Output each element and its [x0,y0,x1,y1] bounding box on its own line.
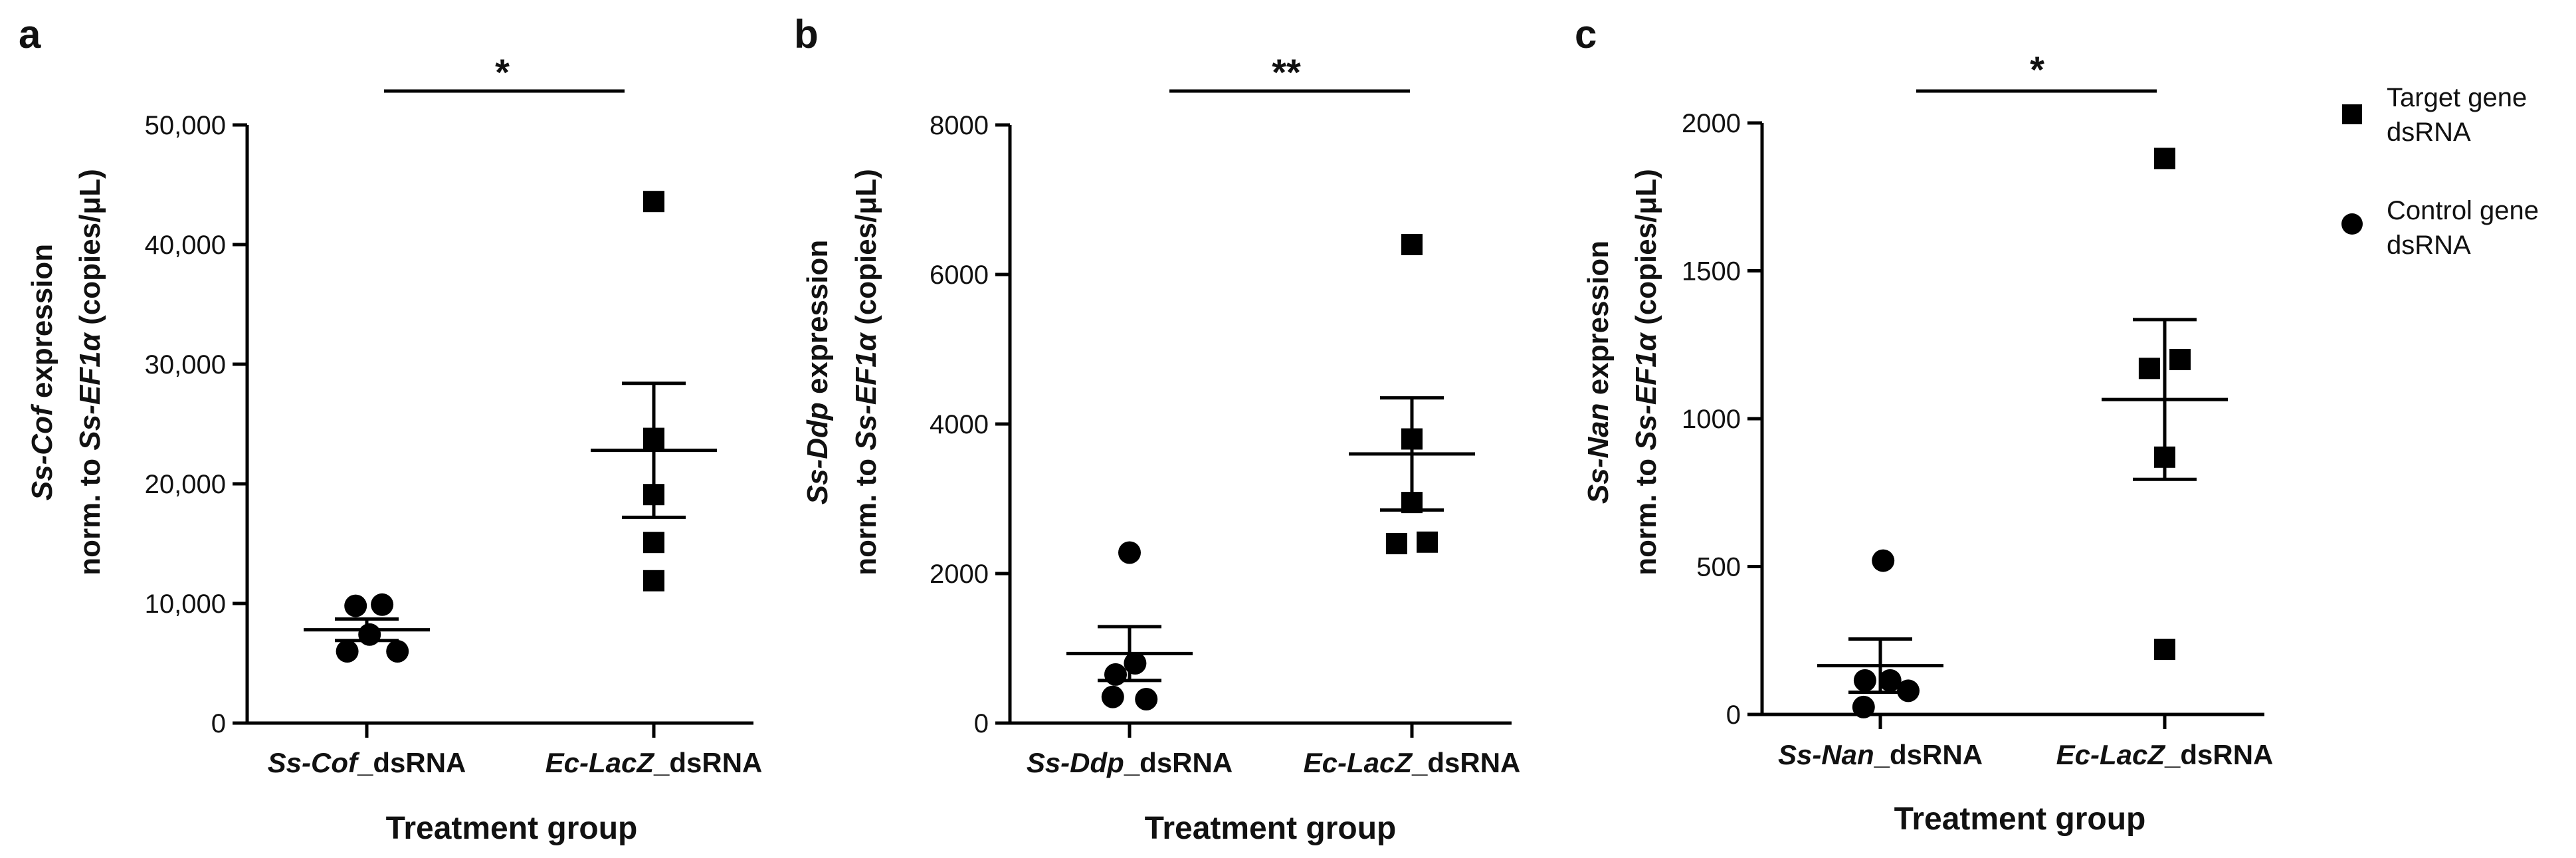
legend-circle-marker [2341,213,2363,235]
panel-letter-c: c [1575,12,1597,56]
category-suffix: _dsRNA [1124,747,1233,778]
data-point-circle [1104,663,1127,686]
category-suffix: _dsRNA [1411,747,1520,778]
y-tick-label: 50,000 [145,111,226,140]
y-tick-label: 40,000 [145,231,226,260]
y-title-ref-gene: Ss-EF1α [850,332,882,450]
y-axis-title-line1: Ss-Ddp expression [801,240,834,505]
legend-item-target-line2: dsRNA [2387,118,2471,147]
x-axis-title: Treatment group [1145,811,1397,846]
y-tick-label: 0 [1726,700,1741,730]
data-point-square [1417,531,1438,553]
y-title-suffix: (copies/μL) [1630,169,1662,333]
legend-square-marker [2342,104,2362,124]
legend: Target gene dsRNA Control gene dsRNA [2341,83,2539,260]
legend-item-target-line1: Target gene [2387,83,2527,112]
y-title-suffix: (copies/μL) [850,169,882,333]
data-point-square [643,532,664,554]
y-tick-label: 0 [974,709,989,738]
data-point-square [1401,234,1423,255]
data-point-circle [1878,669,1902,692]
y-tick-label: 30,000 [145,350,226,379]
category-gene: Ss-Ddp [1027,747,1124,778]
data-point-square [2138,358,2160,379]
category-suffix: _dsRNA [2164,739,2273,770]
y-tick-label: 4000 [930,410,989,439]
category-label-1: Ss-Cof_dsRNA [268,747,466,778]
category-label-2: Ec-LacZ_dsRNA [2056,739,2274,770]
data-point-circle [371,593,394,616]
data-point-circle [1872,549,1895,572]
data-point-circle [1124,652,1147,675]
x-axis-title: Treatment group [1894,802,2146,837]
data-point-circle [1135,688,1158,710]
category-label-1: Ss-Ddp_dsRNA [1027,747,1233,778]
data-point-square [2154,148,2175,169]
panel-letter-b: b [794,12,819,56]
significance-label: * [495,51,510,93]
y-tick-label: 2000 [930,560,989,589]
data-point-circle [1101,685,1124,708]
data-point-circle [1853,669,1876,692]
category-gene: Ec-LacZ [2056,739,2166,770]
y-axis-title-line1: Ss-Cof expression [26,244,58,500]
significance-label: * [2030,49,2044,90]
y-tick-label: 1500 [1682,257,1741,286]
y-tick-label: 2000 [1682,109,1741,138]
y-tick-label: 10,000 [145,590,226,619]
legend-item-control-line1: Control gene [2387,196,2539,225]
data-point-circle [358,623,381,646]
panel-c: c Ss-Nan expression norm. to Ss-EF1α (co… [1575,12,2273,837]
data-point-circle [1852,695,1875,718]
y-title-suffix: (copies/μL) [74,169,106,333]
category-gene: Ss-Cof [268,747,360,778]
y-axis-title-line2: norm. to Ss-EF1α (copies/μL) [1630,169,1662,576]
category-gene: Ec-LacZ [1304,747,1413,778]
legend-item-control-line2: dsRNA [2387,231,2471,260]
category-gene: Ss-Nan [1778,739,1874,770]
y-tick-label: 6000 [930,261,989,290]
panel-a: a Ss-Cof expression norm. to Ss-EF1α (co… [19,12,762,846]
y-title-gene: Ss-Ddp [801,402,834,504]
data-point-circle [1118,541,1141,564]
y-title-ref-gene: Ss-EF1α [1630,332,1662,450]
data-point-square [643,570,664,591]
y-title-gene: Ss-Nan [1582,403,1615,504]
category-gene: Ec-LacZ [545,747,655,778]
y-title-prefix: norm. to [850,451,882,576]
y-tick-label: 1000 [1682,405,1741,434]
y-tick-label: 0 [211,709,226,738]
y-tick-label: 8000 [930,111,989,140]
category-suffix: _dsRNA [653,747,762,778]
x-axis-title: Treatment group [386,811,638,846]
panel-letter-a: a [19,12,41,56]
y-title-rest: expression [1582,241,1615,403]
y-axis-title-line2: norm. to Ss-EF1α (copies/μL) [850,169,882,576]
y-title-rest: expression [801,240,834,403]
data-point-square [643,191,664,213]
category-label-2: Ec-LacZ_dsRNA [545,747,763,778]
data-point-square [2154,639,2175,661]
y-tick-label: 20,000 [145,470,226,499]
data-point-square [2169,349,2191,370]
panel-b: b Ss-Ddp expression norm. to Ss-EF1α (co… [794,12,1520,846]
data-point-circle [386,640,409,663]
category-suffix: _dsRNA [1874,739,1983,770]
y-axis-title-line2: norm. to Ss-EF1α (copies/μL) [74,169,106,576]
y-axis-title-line1: Ss-Nan expression [1582,241,1615,504]
data-point-circle [336,640,359,663]
data-point-circle [344,594,367,617]
y-title-gene: Ss-Cof [26,403,58,500]
y-title-prefix: norm. to [74,451,106,576]
category-suffix: _dsRNA [357,747,466,778]
data-point-square [1385,533,1407,554]
significance-label: ** [1272,51,1301,93]
category-label-1: Ss-Nan_dsRNA [1778,739,1983,770]
y-title-rest: expression [26,244,58,407]
y-tick-label: 500 [1696,553,1741,582]
category-label-2: Ec-LacZ_dsRNA [1304,747,1521,778]
y-title-ref-gene: Ss-EF1α [74,332,106,450]
y-title-prefix: norm. to [1630,451,1662,576]
